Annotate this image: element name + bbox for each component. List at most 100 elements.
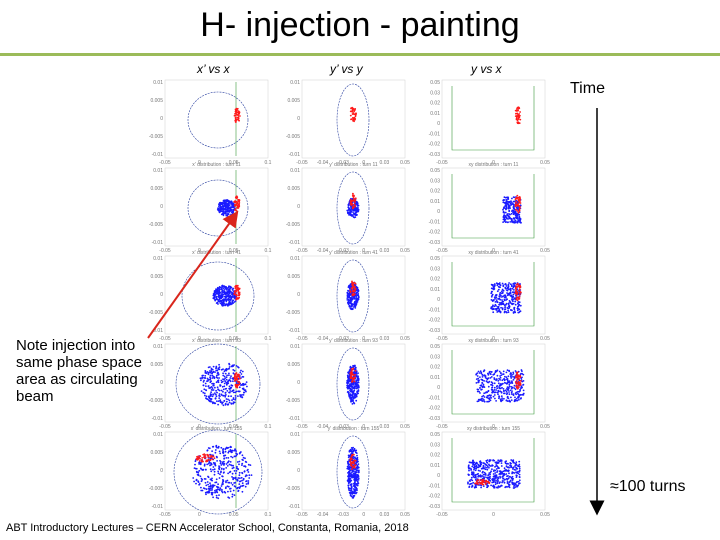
svg-text:0.02: 0.02 xyxy=(430,277,440,283)
svg-text:y' distribution : turn 11: y' distribution : turn 11 xyxy=(329,162,378,168)
svg-text:0.05: 0.05 xyxy=(430,80,440,86)
svg-text:0.01: 0.01 xyxy=(290,432,300,438)
panel-xpx-3: 0.01 0.005 0 -0.005 -0.01 -0.05 0 0.05 0.1 x' dis… xyxy=(149,250,272,342)
panel-ypy-3: 0.01 0.005 0 -0.005 -0.01 -0.05 -0.04 -0.03 0 0.0… xyxy=(286,250,410,342)
svg-text:0: 0 xyxy=(362,512,365,518)
svg-text:-0.01: -0.01 xyxy=(429,395,441,401)
svg-text:0.01: 0.01 xyxy=(290,344,300,350)
svg-text:-0.01: -0.01 xyxy=(289,152,301,158)
svg-text:-0.01: -0.01 xyxy=(289,328,301,334)
svg-text:-0.01: -0.01 xyxy=(289,240,301,246)
svg-text:-0.04: -0.04 xyxy=(317,160,329,166)
svg-text:x' distribution : turn 93: x' distribution : turn 93 xyxy=(192,338,241,344)
svg-text:0.1: 0.1 xyxy=(265,336,272,342)
svg-text:0.05: 0.05 xyxy=(400,160,410,166)
page-title: H- injection - painting xyxy=(200,6,520,44)
svg-text:0.03: 0.03 xyxy=(430,442,440,448)
svg-text:-0.03: -0.03 xyxy=(429,240,441,246)
circulating-beam-yx-5 xyxy=(467,459,521,489)
svg-text:0: 0 xyxy=(160,204,163,210)
svg-text:0: 0 xyxy=(437,121,440,127)
svg-text:0: 0 xyxy=(297,204,300,210)
svg-text:0.01: 0.01 xyxy=(153,344,163,350)
svg-text:0.05: 0.05 xyxy=(540,424,550,430)
svg-text:0.005: 0.005 xyxy=(287,450,300,456)
svg-text:0.05: 0.05 xyxy=(229,248,239,254)
svg-text:-0.005: -0.005 xyxy=(286,486,300,492)
svg-text:0.005: 0.005 xyxy=(287,186,300,192)
injected-beam-yx-5 xyxy=(474,478,491,486)
svg-text:0.03: 0.03 xyxy=(380,424,390,430)
circulating-beam-xpx-3 xyxy=(212,284,238,307)
svg-text:0.05: 0.05 xyxy=(400,248,410,254)
circulating-beam-yx-3 xyxy=(490,282,522,314)
svg-text:-0.01: -0.01 xyxy=(152,152,164,158)
svg-text:0.03: 0.03 xyxy=(380,248,390,254)
svg-text:0.05: 0.05 xyxy=(540,248,550,254)
svg-text:0.05: 0.05 xyxy=(229,512,239,518)
svg-text:x' distribution : turn 155: x' distribution : turn 155 xyxy=(191,426,243,432)
svg-text:xy distribution : turn 41: xy distribution : turn 41 xyxy=(468,250,519,256)
injected-beam-yx-2 xyxy=(514,194,522,214)
time-label: Time xyxy=(570,80,605,97)
svg-text:0: 0 xyxy=(160,116,163,122)
injected-beam-ypy-5 xyxy=(349,453,357,470)
svg-text:-0.02: -0.02 xyxy=(429,494,441,500)
svg-text:0: 0 xyxy=(492,160,495,166)
svg-text:-0.04: -0.04 xyxy=(317,336,329,342)
svg-text:0.05: 0.05 xyxy=(229,160,239,166)
svg-text:0.005: 0.005 xyxy=(150,274,163,280)
svg-text:-0.05: -0.05 xyxy=(436,248,448,254)
svg-text:0: 0 xyxy=(198,336,201,342)
circulating-beam-yx-2 xyxy=(502,196,522,224)
svg-text:x' distribution : turn 41: x' distribution : turn 41 xyxy=(192,250,241,256)
injected-beam-xpx-4 xyxy=(233,372,241,389)
column-label-xpx: x’ vs x xyxy=(197,62,230,76)
svg-text:y' distribution : turn 93: y' distribution : turn 93 xyxy=(329,338,378,344)
circulating-beam-xpx-5 xyxy=(192,444,253,500)
svg-text:0.01: 0.01 xyxy=(430,375,440,381)
svg-text:-0.01: -0.01 xyxy=(429,131,441,137)
svg-text:-0.005: -0.005 xyxy=(286,134,300,140)
svg-text:y' distribution : turn 41: y' distribution : turn 41 xyxy=(329,250,378,256)
svg-text:-0.01: -0.01 xyxy=(152,504,164,510)
svg-text:0.05: 0.05 xyxy=(430,168,440,174)
svg-text:-0.05: -0.05 xyxy=(159,160,171,166)
svg-text:0: 0 xyxy=(160,468,163,474)
svg-text:0.03: 0.03 xyxy=(380,336,390,342)
svg-text:-0.005: -0.005 xyxy=(149,134,163,140)
svg-text:0: 0 xyxy=(437,297,440,303)
svg-text:x' distribution : turn 11: x' distribution : turn 11 xyxy=(192,162,241,168)
injected-beam-xpx-1 xyxy=(233,107,241,123)
svg-text:-0.03: -0.03 xyxy=(337,248,349,254)
svg-text:-0.02: -0.02 xyxy=(429,230,441,236)
svg-text:0.1: 0.1 xyxy=(265,248,272,254)
panel-ypy-2: 0.01 0.005 0 -0.005 -0.01 -0.05 -0.04 -0.03 0 0.0… xyxy=(286,162,410,254)
svg-text:-0.03: -0.03 xyxy=(337,336,349,342)
svg-text:0: 0 xyxy=(437,473,440,479)
svg-text:0: 0 xyxy=(362,160,365,166)
svg-text:-0.03: -0.03 xyxy=(337,160,349,166)
svg-text:-0.03: -0.03 xyxy=(429,152,441,158)
svg-text:0.05: 0.05 xyxy=(229,336,239,342)
svg-text:-0.03: -0.03 xyxy=(337,512,349,518)
svg-text:0.01: 0.01 xyxy=(430,199,440,205)
svg-text:-0.01: -0.01 xyxy=(429,307,441,313)
svg-text:0.03: 0.03 xyxy=(380,512,390,518)
svg-text:-0.05: -0.05 xyxy=(296,248,308,254)
svg-text:0.03: 0.03 xyxy=(430,90,440,96)
panel-xpx-2: 0.01 0.005 0 -0.005 -0.01 -0.05 0 0.05 0.1 x' dis… xyxy=(149,162,272,254)
svg-text:xy distribution : turn 93: xy distribution : turn 93 xyxy=(468,338,519,344)
svg-text:-0.05: -0.05 xyxy=(159,424,171,430)
column-label-ypy: y’ vs y xyxy=(330,62,363,76)
svg-text:0.05: 0.05 xyxy=(229,424,239,430)
panel-xpx-1: 0.01 0.005 0 -0.005 -0.01 -0.05 0 0.05 0.1 xyxy=(149,79,272,166)
svg-text:0.02: 0.02 xyxy=(430,189,440,195)
svg-text:-0.02: -0.02 xyxy=(429,406,441,412)
svg-text:0: 0 xyxy=(437,385,440,391)
svg-text:0.1: 0.1 xyxy=(265,424,272,430)
svg-text:-0.01: -0.01 xyxy=(152,328,164,334)
injected-beam-yx-3 xyxy=(514,282,522,302)
svg-text:-0.04: -0.04 xyxy=(317,248,329,254)
svg-text:0.01: 0.01 xyxy=(153,256,163,262)
